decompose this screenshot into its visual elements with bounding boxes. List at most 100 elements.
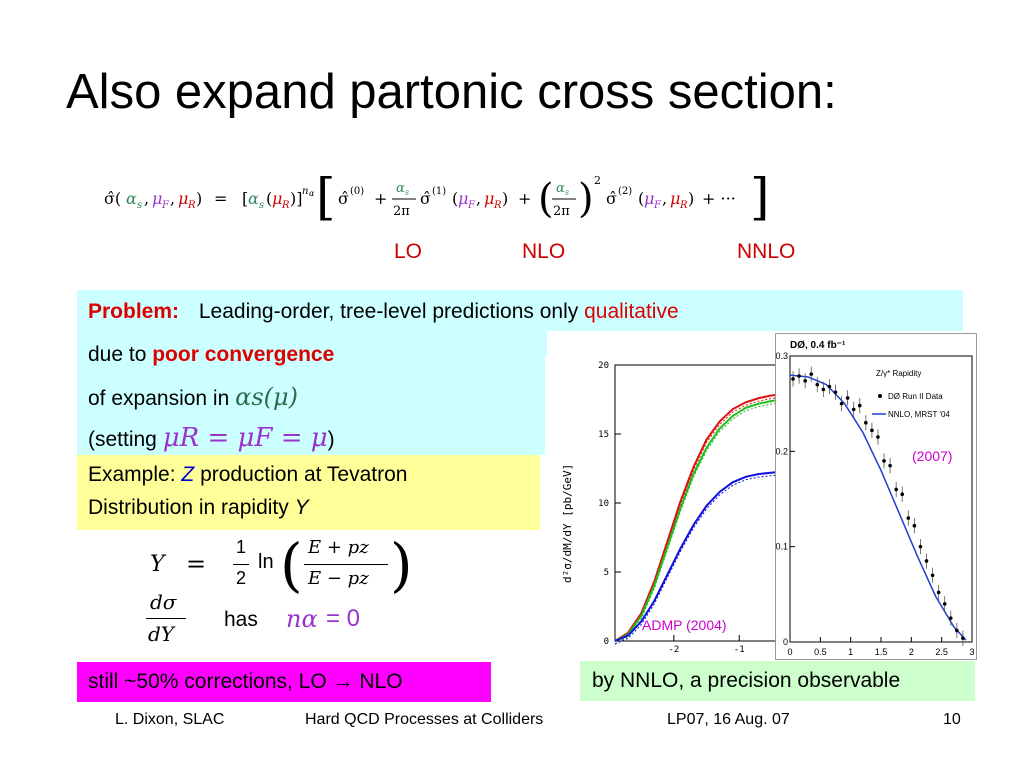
series-band — [614, 473, 786, 645]
svg-text:σ̂: σ̂ — [420, 189, 431, 208]
svg-text:μ: μ — [644, 189, 654, 208]
data-point — [894, 487, 898, 492]
data-point — [876, 435, 880, 439]
x-tick-label: 1.5 — [875, 647, 888, 657]
nnlo-box-text: by NNLO, a precision observable — [592, 669, 901, 692]
y-tick-label: 15 — [598, 430, 609, 440]
data-point — [900, 492, 905, 497]
problem-qualitative: qualitative — [584, 300, 679, 323]
example-line-2: Distribution in rapidity Y — [88, 496, 309, 520]
svg-text:[: [ — [316, 168, 336, 226]
data-point — [942, 602, 947, 606]
svg-text:α: α — [556, 181, 565, 196]
data-point — [870, 428, 874, 433]
svg-text:α: α — [396, 181, 405, 196]
svg-text:R: R — [493, 200, 502, 211]
theory-curve — [789, 374, 967, 641]
series-line — [614, 398, 786, 642]
svg-text:=: = — [214, 189, 227, 208]
svg-text:(: ( — [638, 189, 644, 208]
svg-text:s: s — [565, 188, 569, 197]
rapidity-paren-close: ) — [390, 531, 413, 599]
svg-text:μ: μ — [178, 189, 188, 208]
legend-entry-theory: NNLO, MRST '04 — [888, 410, 950, 419]
y-tick-label: 5 — [604, 568, 609, 578]
svg-text:R: R — [187, 200, 196, 211]
svg-text:(2): (2) — [618, 186, 632, 197]
x-tick-label: 2.5 — [935, 647, 948, 657]
legend-marker-data — [878, 394, 882, 398]
problem-line-3: of expansion in αs(μ) — [88, 383, 298, 411]
footer-page: 10 — [943, 711, 961, 728]
svg-text:+: + — [518, 189, 531, 208]
data-point — [839, 401, 844, 406]
d0-plot: DØ, 0.4 fb⁻¹ 0 0.1 0.2 0.3 0 0.5 1 1.5 2 2.5 3 Z/γ* … — [775, 333, 977, 660]
svg-text:(: ( — [538, 176, 554, 222]
slide-title: Also expand partonic cross section: — [66, 65, 837, 119]
rapidity-eq: = — [186, 550, 207, 578]
svg-text:+ ···: + ··· — [702, 189, 736, 208]
example-box — [77, 455, 540, 530]
svg-text:s: s — [259, 200, 264, 211]
svg-text:[: [ — [242, 189, 248, 208]
svg-text:,: , — [144, 189, 149, 208]
rapidity-frac-num: E + pz — [308, 537, 369, 558]
svg-text:+: + — [374, 189, 387, 208]
data-point — [955, 628, 959, 633]
rapidity-frac-bar — [304, 564, 388, 565]
svg-text:(: ( — [452, 189, 458, 208]
data-point — [809, 372, 814, 376]
series-band — [614, 396, 786, 645]
data-point — [882, 459, 886, 463]
data-point — [948, 616, 953, 620]
svg-text:F: F — [653, 200, 662, 211]
svg-text:,: , — [476, 189, 481, 208]
rapidity-lhs: Y — [150, 552, 165, 577]
dsigma-num: dσ — [150, 590, 177, 614]
svg-text:σ̂: σ̂ — [606, 189, 617, 208]
svg-text:,: , — [662, 189, 667, 208]
example-y: Y — [294, 496, 309, 519]
svg-text:(1): (1) — [432, 186, 446, 197]
dsigma-den: dY — [148, 622, 175, 646]
nnlo-box — [580, 661, 975, 701]
problem-box-left — [77, 331, 547, 455]
example-rapidity-text: Distribution in rapidity — [88, 496, 289, 519]
problem-poor-convergence: poor convergence — [152, 343, 335, 366]
still-box-text: still ~50% corrections, LO → NLO — [88, 670, 403, 693]
data-point — [815, 382, 820, 387]
data-point — [803, 378, 807, 383]
svg-text:μ: μ — [670, 189, 680, 208]
svg-text:F: F — [161, 200, 170, 211]
footer-author: L. Dixon, SLAC — [115, 711, 225, 728]
svg-text:s: s — [137, 200, 142, 211]
rapidity-half-den: 2 — [236, 568, 247, 588]
admp-plot-svg: 0 5 10 15 20 -2 -1 d²σ/dM/dY [pb/GeV] ADMP (2004… — [561, 361, 796, 655]
data-point — [924, 559, 929, 563]
data-point — [918, 544, 923, 549]
series-line — [614, 470, 786, 642]
svg-text:R: R — [679, 200, 688, 211]
rapidity-half-bar — [233, 564, 249, 565]
svg-text:σ̂(: σ̂( — [104, 189, 121, 208]
svg-text:α: α — [248, 189, 259, 208]
svg-text:2: 2 — [594, 174, 601, 187]
scale-setting-math: μR = μF = μ — [162, 423, 328, 453]
svg-text:)]: )] — [290, 189, 302, 208]
order-label-nnlo: NNLO — [737, 240, 796, 263]
data-point — [827, 384, 832, 389]
data-point — [851, 407, 856, 412]
svg-text:): ) — [502, 189, 508, 208]
svg-text:s: s — [405, 188, 409, 197]
y-tick-label: 0 — [604, 637, 609, 647]
x-tick-label: -1 — [734, 645, 745, 655]
problem-text: Leading-order, tree-level predictions on… — [198, 300, 579, 323]
example-label: Example: — [88, 463, 176, 486]
n-alpha-zero: = 0 — [326, 605, 361, 632]
data-point — [936, 590, 941, 595]
rapidity-frac-den: E − pz — [308, 568, 369, 589]
svg-text:(: ( — [266, 189, 272, 208]
rapidity-paren-open: ( — [280, 531, 303, 599]
problem-line-1: Problem: Leading-order, tree-level predi… — [88, 300, 679, 324]
series-line — [614, 392, 786, 642]
